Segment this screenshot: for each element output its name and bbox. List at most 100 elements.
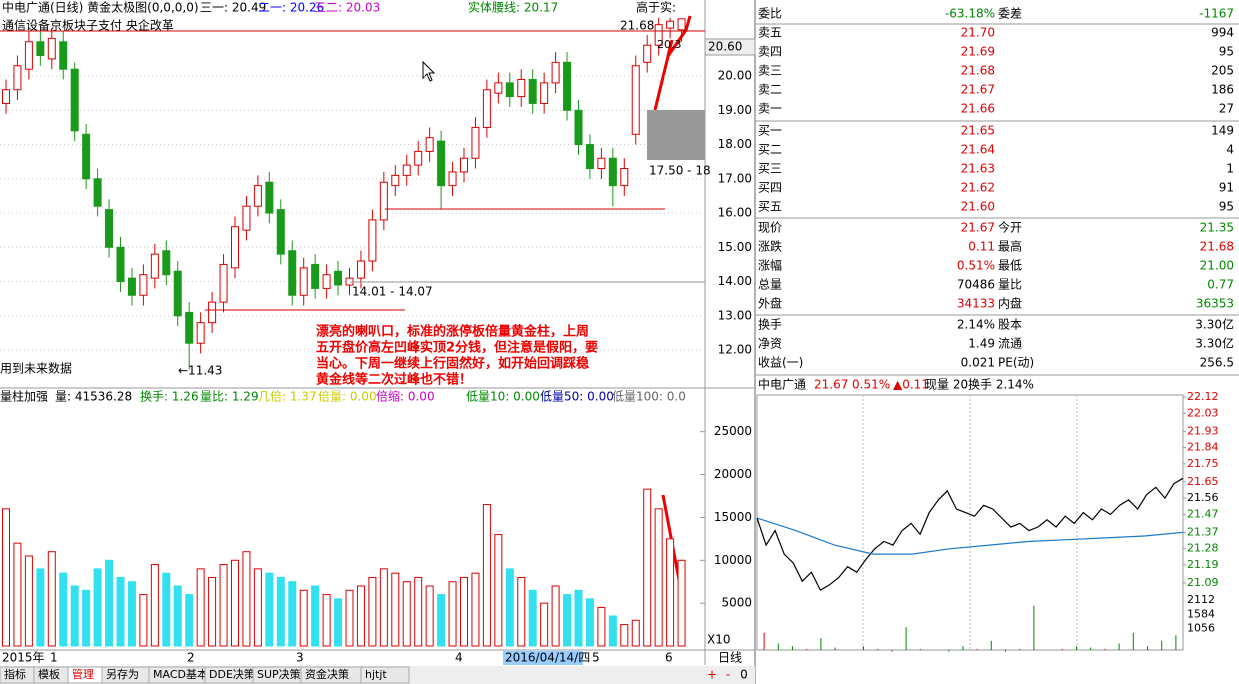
label: 17.50 - 18 xyxy=(649,164,711,178)
candle-body xyxy=(162,250,171,276)
label: 卖一 xyxy=(758,102,782,116)
label: 21.93 xyxy=(1187,424,1219,437)
volume-bar xyxy=(276,576,285,647)
label: ▲0.11 xyxy=(893,378,929,392)
label: 0.77 xyxy=(1207,278,1234,292)
tab-label[interactable]: 指标 xyxy=(4,667,26,681)
tab[interactable] xyxy=(360,666,410,684)
label: 3.30亿 xyxy=(1195,336,1234,351)
label: 36353 xyxy=(1196,297,1234,311)
volume-bar xyxy=(127,581,136,647)
label: 34133 xyxy=(957,297,995,311)
volume-bar xyxy=(265,572,274,647)
tab-label[interactable]: MACD基本 xyxy=(153,667,208,681)
volume-bar xyxy=(505,568,514,647)
label: 22.12 xyxy=(1187,390,1219,403)
price-line xyxy=(756,477,1184,592)
candle-body xyxy=(379,181,388,221)
average-line xyxy=(756,517,1184,555)
label: 18.00 xyxy=(718,137,752,151)
label: 卖四 xyxy=(758,45,782,59)
volume-bar xyxy=(643,488,652,647)
volume-bar xyxy=(471,572,480,647)
label: 换手 2.14% xyxy=(968,378,1034,392)
volume-bar xyxy=(368,576,377,647)
tab-label[interactable]: SUP决策 xyxy=(257,667,301,681)
volume-bar xyxy=(116,576,125,647)
arrow xyxy=(653,15,692,111)
label: 13.00 xyxy=(718,308,752,322)
tab-label[interactable]: hjtjt xyxy=(365,668,387,681)
tab-label[interactable]: 管理 xyxy=(72,667,94,681)
tab-label[interactable]: 资金决策 xyxy=(305,667,349,681)
candle-body xyxy=(654,24,663,46)
label: 21.09 xyxy=(1187,576,1219,589)
label: 委比 xyxy=(758,7,782,21)
control[interactable]: - xyxy=(726,668,730,682)
candle-body xyxy=(563,61,572,111)
tab-label[interactable]: DDE决策 xyxy=(209,667,255,681)
label: 21.68 xyxy=(961,64,995,78)
candle-body xyxy=(368,219,377,262)
candle-body xyxy=(597,157,606,170)
candle-body xyxy=(36,41,45,56)
label: 涨跌 xyxy=(758,239,782,254)
label: 21.68 xyxy=(1200,240,1234,254)
control[interactable]: + xyxy=(707,668,717,682)
price-box xyxy=(704,38,756,56)
label: 3 xyxy=(296,651,304,665)
label: 19.00 xyxy=(718,103,752,117)
candle-body xyxy=(13,65,22,91)
volume-bar xyxy=(414,576,423,647)
candle-body xyxy=(425,137,434,152)
candle-body xyxy=(482,89,491,128)
candle-body xyxy=(608,157,617,187)
candle-body xyxy=(253,185,262,207)
candle-body xyxy=(391,174,400,187)
label: 几倍: 1.37 xyxy=(258,389,317,404)
volume-bar xyxy=(654,508,663,647)
label: 0.51% xyxy=(852,378,890,392)
label: 买五 xyxy=(758,200,782,214)
candle-body xyxy=(322,274,331,289)
tab-label[interactable]: 另存为 xyxy=(106,667,139,681)
label: 最高 xyxy=(998,239,1022,254)
label: 三二: 20.03 xyxy=(314,1,380,15)
volume-bar xyxy=(162,572,171,647)
comment-line: 五开盘价高左凹峰实顶2分钱，但注意是假阳，要 xyxy=(316,340,598,356)
candle-body xyxy=(24,41,33,70)
label: ←11.43 xyxy=(178,364,222,378)
label: 91 xyxy=(1219,181,1234,195)
candle-body xyxy=(334,270,343,286)
candle-body xyxy=(242,205,251,231)
volume-bar xyxy=(139,594,148,647)
volume-bar xyxy=(482,504,491,647)
label: 21.67 xyxy=(961,83,995,97)
label: 21.56 xyxy=(1187,491,1219,504)
label: 涨幅 xyxy=(758,258,782,273)
label: 低量100: 0.0 xyxy=(612,390,686,404)
candle-body xyxy=(356,260,365,279)
candle-body xyxy=(150,253,159,279)
label: 通信设备京板块子支付 央企改革 xyxy=(2,18,174,33)
candle-body xyxy=(574,109,583,146)
control[interactable]: 0 xyxy=(740,668,748,682)
candle-body xyxy=(105,209,114,248)
candle-body xyxy=(219,263,228,303)
label: 16.00 xyxy=(718,206,752,220)
label: 21.75 xyxy=(1187,457,1219,470)
label: 21.47 xyxy=(1187,507,1219,520)
volume-bar xyxy=(242,551,251,647)
candle-body xyxy=(311,263,320,289)
tab-label[interactable]: 模板 xyxy=(38,667,60,681)
label: 外盘 xyxy=(758,296,782,311)
volume-bar xyxy=(311,585,320,647)
label: 中电广通(日线) 黄金太极图(0,0,0,0) xyxy=(2,0,199,15)
label: 现价 xyxy=(758,221,782,235)
volume-bar xyxy=(540,602,549,647)
label: 委差 xyxy=(998,7,1022,21)
label: 21.65 xyxy=(1187,475,1219,488)
label: 买二 xyxy=(758,143,782,157)
label: 换手 xyxy=(758,318,782,332)
